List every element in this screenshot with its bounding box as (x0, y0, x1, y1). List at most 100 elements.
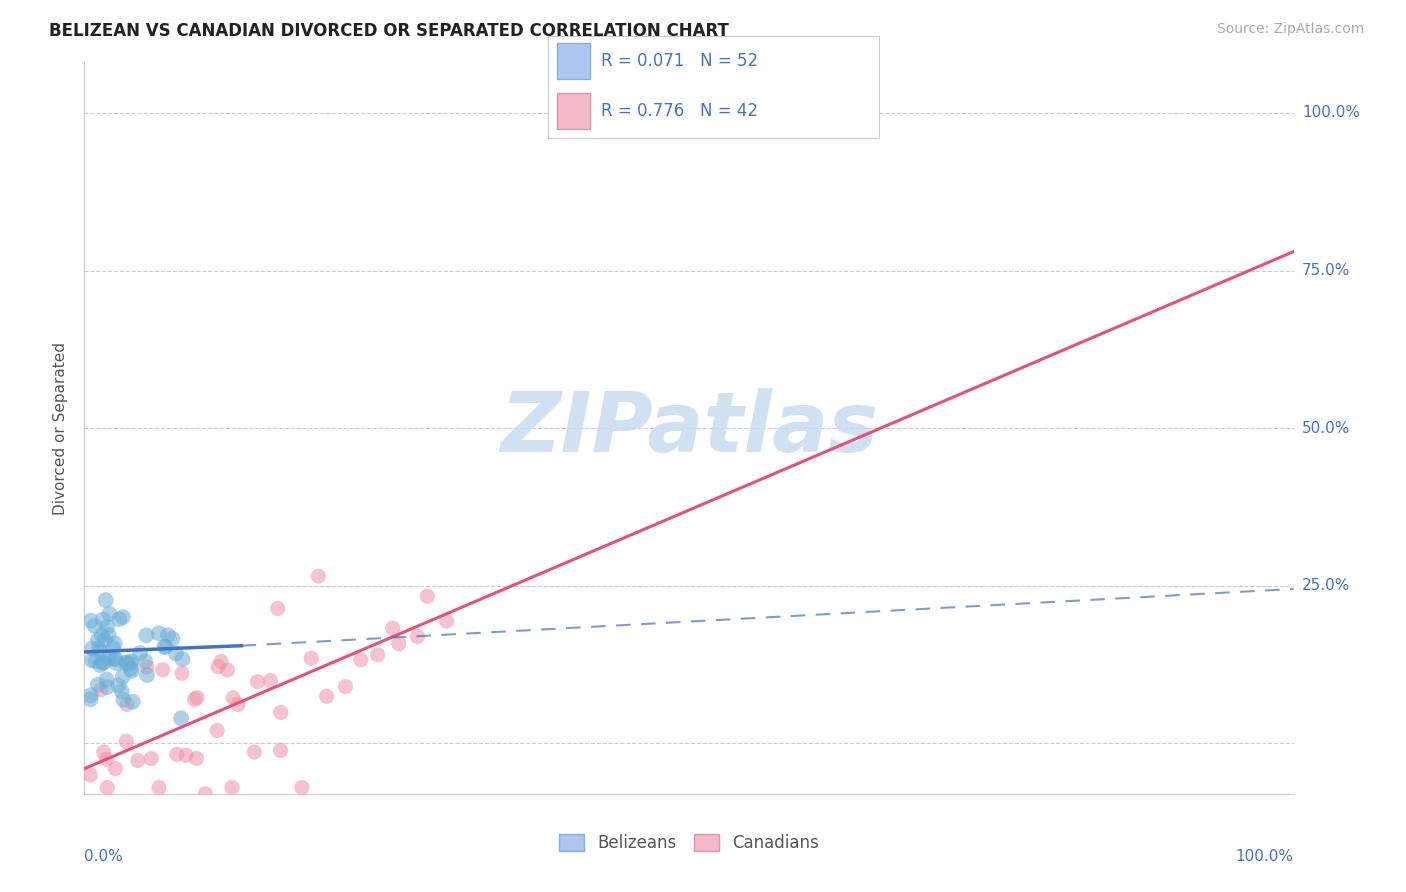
Point (416, 589, 439, 603)
Text: R = 0.776   N = 42: R = 0.776 N = 42 (602, 102, 758, 120)
Point (115, 734, 138, 748)
Text: 0.0%: 0.0% (84, 849, 124, 863)
Point (243, 745, 266, 759)
Point (436, 614, 458, 628)
Point (172, 652, 194, 666)
Point (107, 678, 129, 692)
FancyBboxPatch shape (557, 93, 589, 129)
Point (103, 640, 125, 655)
Legend: Belizeans, Canadians: Belizeans, Canadians (553, 827, 825, 859)
Point (350, 653, 373, 667)
Point (267, 601, 290, 615)
Point (259, 673, 281, 688)
Point (170, 666, 193, 681)
Text: Source: ZipAtlas.com: Source: ZipAtlas.com (1216, 22, 1364, 37)
Point (96, 752, 118, 766)
Point (141, 751, 163, 765)
Point (270, 706, 292, 720)
Point (91, 613, 114, 627)
Point (80, 688, 103, 702)
Point (79, 614, 101, 628)
Point (166, 747, 188, 762)
Point (96, 780, 118, 795)
Point (98, 607, 121, 621)
Point (121, 695, 143, 709)
Point (155, 640, 177, 654)
Point (84, 654, 107, 668)
Text: ZIPatlas: ZIPatlas (501, 388, 877, 468)
Point (226, 698, 249, 712)
Point (98, 651, 121, 665)
Point (136, 660, 159, 674)
Point (186, 751, 208, 765)
Text: R = 0.071   N = 52: R = 0.071 N = 52 (602, 53, 758, 70)
FancyBboxPatch shape (557, 44, 589, 79)
Point (174, 748, 197, 763)
Point (217, 663, 239, 677)
Text: 100.0%: 100.0% (1302, 105, 1360, 120)
Point (111, 670, 134, 684)
Point (79, 692, 101, 706)
Point (111, 684, 134, 698)
Text: 100.0%: 100.0% (1236, 849, 1294, 863)
Point (115, 656, 138, 670)
Text: BELIZEAN VS CANADIAN DIVORCED OR SEPARATED CORRELATION CHART: BELIZEAN VS CANADIAN DIVORCED OR SEPARAT… (49, 22, 730, 40)
Point (91, 656, 114, 670)
Point (105, 657, 128, 671)
Point (108, 612, 131, 626)
Point (82, 641, 104, 656)
Point (152, 663, 174, 677)
Point (129, 646, 152, 660)
Point (79, 768, 101, 782)
Point (94, 593, 117, 607)
Point (89, 644, 111, 658)
Point (96, 673, 118, 687)
Point (112, 692, 135, 706)
Point (246, 674, 269, 689)
Point (299, 651, 322, 665)
Point (406, 630, 429, 644)
Point (388, 637, 411, 651)
Point (104, 636, 127, 650)
Point (291, 780, 314, 795)
Point (90, 682, 112, 697)
Point (156, 628, 179, 642)
Point (120, 662, 142, 676)
Text: 50.0%: 50.0% (1302, 421, 1350, 435)
Point (209, 655, 232, 669)
Point (194, 787, 217, 801)
Point (367, 648, 389, 662)
Text: 25.0%: 25.0% (1302, 578, 1350, 593)
Point (153, 640, 176, 654)
Point (135, 628, 157, 642)
Point (97, 628, 120, 642)
Point (148, 780, 170, 795)
Point (335, 680, 357, 694)
Point (222, 690, 245, 705)
Point (96, 620, 118, 634)
Point (186, 690, 208, 705)
Point (83, 619, 105, 633)
Point (93, 745, 115, 759)
Point (87, 678, 110, 692)
Point (80, 653, 103, 667)
Point (315, 690, 337, 704)
Point (111, 610, 134, 624)
Point (121, 664, 143, 678)
Point (221, 780, 243, 795)
Point (118, 657, 141, 671)
Point (89, 658, 111, 673)
Point (207, 659, 229, 673)
Point (381, 621, 404, 635)
Point (104, 762, 127, 776)
Point (120, 654, 142, 668)
Point (93, 633, 115, 648)
Point (91, 628, 114, 642)
Point (162, 632, 184, 646)
Text: 75.0%: 75.0% (1302, 263, 1350, 278)
Point (148, 626, 170, 640)
Point (170, 711, 193, 725)
Point (307, 569, 329, 583)
Point (115, 698, 138, 712)
Point (87, 632, 110, 647)
